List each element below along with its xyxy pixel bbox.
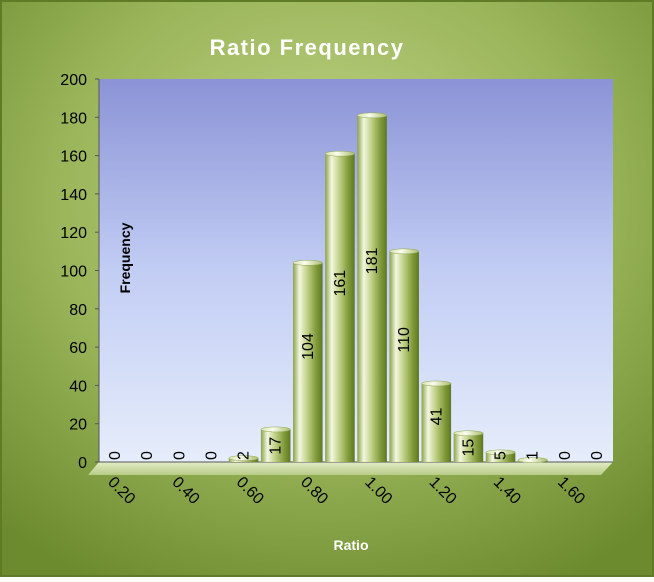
y-tick-label: 160 [60,149,87,166]
bar-0.90 [325,153,355,462]
plot-area [99,79,613,462]
y-tick-label: 20 [69,417,87,434]
data-label-1.60: 0 [557,451,574,460]
data-label-0.70: 17 [268,437,285,455]
bar-cap-0.60 [228,455,259,461]
plot-floor [88,462,613,475]
data-label-0.40: 0 [171,451,188,460]
data-label-1.10: 110 [396,327,413,353]
y-tick-label: 120 [60,225,87,242]
y-tick-label: 80 [69,302,87,319]
y-tick-label: 40 [69,378,87,395]
bar-1.10 [389,251,419,462]
data-label-0.50: 0 [203,451,220,460]
y-tick-label: 0 [78,455,87,472]
bar-cap-1.50 [517,457,548,463]
y-tick-label: 60 [69,340,87,357]
x-axis-label: Ratio [334,537,369,553]
bar-0.70 [260,429,291,462]
data-label-1.50: 1 [525,451,542,460]
bar-cap-0.90 [324,150,355,157]
bar-cap-1.30 [453,430,484,437]
data-label-1.20: 41 [428,407,445,425]
data-label-1.30: 15 [460,439,477,457]
data-label-0.30: 0 [139,451,156,460]
data-label-0.60: 2 [236,451,253,460]
bar-1.30 [453,433,484,462]
y-tick-labels: 0 20 40 60 80 100 120 140 160 180 200 [60,72,99,472]
data-label-1.00: 181 [364,248,381,275]
bar-cap-1.00 [357,112,388,119]
bar-cap-1.40 [485,449,516,456]
bar-cap-0.80 [292,260,323,266]
y-tick-label: 100 [60,264,87,281]
bar-1.20 [421,383,452,462]
data-labels-group: 0 0 0 0 2 17 104 161 181 110 41 15 5 1 0 0 [107,248,606,460]
bar-cap-1.10 [389,248,420,255]
data-label-0.90: 161 [332,270,349,297]
y-axis-label: Frequency [117,222,133,293]
data-label-0.80: 104 [300,333,317,360]
chart-title: Ratio Frequency [210,35,405,60]
bar-0.80 [293,262,323,462]
y-tick-label: 180 [60,110,87,127]
bar-1.40 [485,452,516,462]
data-label-1.70: 0 [589,451,606,460]
bars-group [228,112,548,463]
bar-cap-1.20 [421,380,452,387]
data-label-0.20: 0 [107,451,124,460]
bar-cap-0.70 [260,426,291,433]
data-label-1.40: 5 [493,451,510,460]
y-tick-label: 200 [60,72,87,89]
bar-1.00 [357,115,387,462]
y-tick-label: 140 [60,187,87,204]
